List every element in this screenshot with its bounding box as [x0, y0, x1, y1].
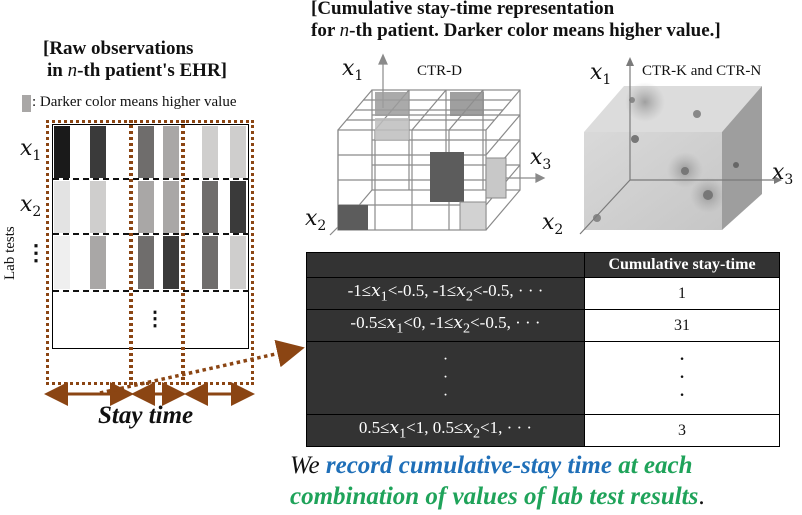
obs-bar [90, 236, 106, 289]
cum-title-line1: [Cumulative stay-time representation [311, 0, 615, 19]
row-label-ellipsis: ⋮ [25, 240, 47, 265]
ctr-d-label: CTR-D [417, 63, 462, 79]
obs-bar [90, 126, 106, 178]
raw-title-line2: in n-th patient's EHR] [47, 60, 228, 81]
ctr-kn-axis-x1: x1 [590, 60, 612, 88]
obs-bar [54, 236, 70, 289]
table-cell-condition: -1≤x1<-0.5, -1≤x2<-0.5, · · · [306, 277, 585, 310]
table-cell-ellipsis: · · · [584, 341, 780, 415]
obs-bar [163, 126, 179, 178]
raw-observations-title: [Raw observations in n-th patient's EHR] [43, 38, 227, 82]
caption-line2: combination of values of lab test result… [290, 483, 705, 510]
row-label-x1: x1 [20, 136, 42, 164]
cumulative-representation-title: [Cumulative stay-time representation for… [311, 0, 721, 42]
obs-bar [138, 181, 154, 233]
table-row: -1≤x1<-0.5, -1≤x2<-0.5, · · · 1 [306, 277, 780, 310]
table-row: -0.5≤x1<0, -1≤x2<-0.5, · · · 31 [306, 309, 780, 342]
ctr-kn-density-cube [579, 57, 782, 235]
ctr-d-axis-x3: x3 [530, 145, 552, 173]
table-cell-ellipsis: · · · [306, 341, 585, 415]
cum-title-line2: for n-th patient. Darker color means hig… [311, 20, 721, 41]
obs-bar [230, 181, 246, 233]
obs-bar [138, 236, 154, 289]
table-header-empty [306, 252, 585, 278]
table-header-value: Cumulative stay-time [584, 252, 780, 278]
obs-bar [230, 236, 246, 289]
obs-bar [163, 236, 179, 289]
ctr-d-grid-cube [329, 53, 546, 236]
table-cell-condition: -0.5≤x1<0, -1≤x2<-0.5, · · · [306, 309, 585, 342]
grid-ellipsis: ⋮ [145, 308, 165, 330]
table-cell-value: 1 [584, 277, 780, 310]
caption-line1: We record cumulative-stay time at each [290, 452, 693, 479]
table-cell-condition: 0.5≤x1<1, 0.5≤x2<1, · · · [306, 414, 585, 447]
ctr-d-axis-x2: x2 [305, 206, 327, 234]
row-separator [53, 178, 249, 180]
ctr-kn-axis-x3: x3 [772, 160, 794, 188]
table-header-row: Cumulative stay-time [306, 252, 780, 278]
raw-title-line1: [Raw observations [43, 38, 194, 59]
cumulative-stay-time-table: Cumulative stay-time -1≤x1<-0.5, -1≤x2<-… [306, 252, 780, 447]
row-label-x2: x2 [20, 192, 42, 220]
obs-bar [202, 181, 218, 233]
table-cell-value: 31 [584, 309, 780, 342]
stay-time-label: Stay time [98, 402, 194, 429]
obs-bar [138, 126, 154, 178]
obs-bar [230, 126, 246, 178]
legend-text: : Darker color means higher value [32, 94, 237, 110]
obs-bar [54, 181, 70, 233]
ctr-d-axis-x1: x1 [342, 56, 364, 84]
obs-bar [202, 126, 218, 178]
caption: We record cumulative-stay time at each c… [290, 450, 705, 512]
ctr-kn-label: CTR-K and CTR-N [642, 63, 762, 79]
row-separator [53, 290, 249, 292]
row-separator [53, 233, 249, 235]
ctr-kn-axis-x2: x2 [542, 210, 564, 238]
table-cell-value: 3 [584, 414, 780, 447]
legend-swatch [22, 95, 31, 112]
obs-bar [54, 126, 70, 178]
obs-bar [202, 236, 218, 289]
obs-bar [163, 181, 179, 233]
obs-bar [90, 181, 106, 233]
table-row: 0.5≤x1<1, 0.5≤x2<1, · · · 3 [306, 414, 780, 447]
table-row-ellipsis: · · · · · · [306, 341, 780, 415]
